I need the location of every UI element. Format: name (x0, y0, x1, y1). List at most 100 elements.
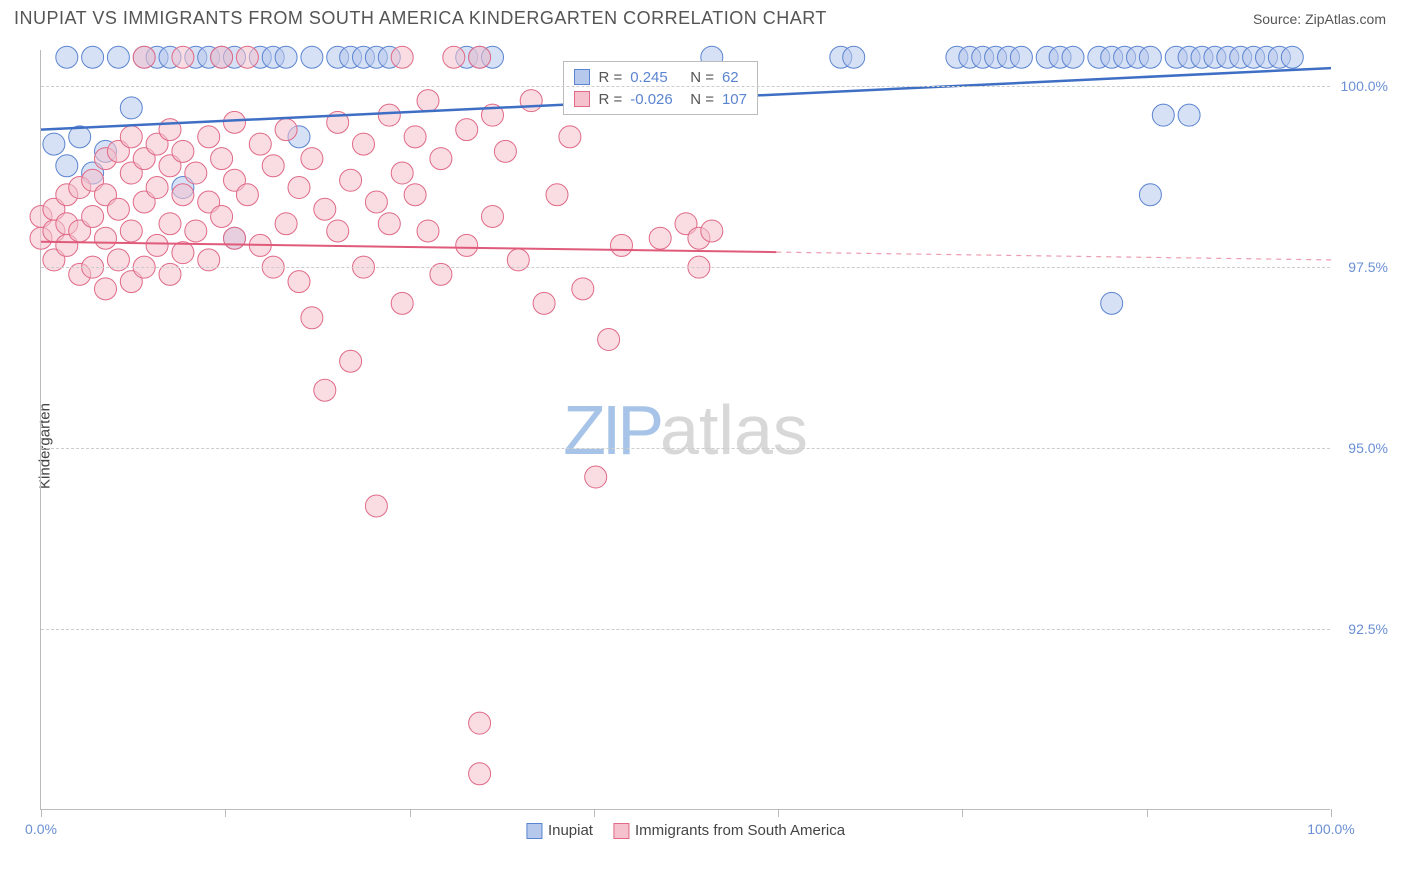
data-point-immigrants (404, 184, 426, 206)
data-point-immigrants (533, 292, 555, 314)
data-point-immigrants (430, 148, 452, 170)
data-point-immigrants (133, 46, 155, 68)
data-point-immigrants (314, 198, 336, 220)
data-point-immigrants (404, 126, 426, 148)
data-point-inupiat (120, 97, 142, 119)
data-point-immigrants (172, 184, 194, 206)
series-legend-item: Immigrants from South America (613, 822, 845, 839)
data-point-immigrants (611, 234, 633, 256)
data-point-immigrants (120, 220, 142, 242)
data-point-immigrants (391, 292, 413, 314)
data-point-immigrants (469, 763, 491, 785)
gridline-horizontal (41, 448, 1330, 449)
series-legend-label: Immigrants from South America (635, 822, 845, 839)
data-point-immigrants (365, 191, 387, 213)
y-tick-label: 92.5% (1348, 621, 1388, 637)
data-point-inupiat (107, 46, 129, 68)
data-point-immigrants (353, 133, 375, 155)
data-point-immigrants (211, 148, 233, 170)
y-tick-label: 97.5% (1348, 259, 1388, 275)
legend-n-value: 107 (722, 91, 747, 108)
data-point-immigrants (249, 133, 271, 155)
data-point-immigrants (236, 184, 258, 206)
data-point-inupiat (843, 46, 865, 68)
x-tick (1331, 809, 1332, 817)
data-point-immigrants (172, 140, 194, 162)
x-tick (225, 809, 226, 817)
data-point-immigrants (456, 234, 478, 256)
x-tick (778, 809, 779, 817)
legend-r-value: -0.026 (630, 91, 682, 108)
data-point-immigrants (559, 126, 581, 148)
gridline-horizontal (41, 629, 1330, 630)
scatter-svg (41, 50, 1330, 809)
data-point-immigrants (95, 278, 117, 300)
data-point-inupiat (1178, 104, 1200, 126)
data-point-inupiat (301, 46, 323, 68)
data-point-immigrants (275, 119, 297, 141)
data-point-inupiat (1152, 104, 1174, 126)
data-point-immigrants (494, 140, 516, 162)
x-tick-label-left: 0.0% (25, 821, 57, 837)
data-point-immigrants (417, 220, 439, 242)
data-point-immigrants (417, 90, 439, 112)
data-point-immigrants (275, 213, 297, 235)
legend-swatch (574, 69, 590, 85)
data-point-inupiat (1139, 184, 1161, 206)
legend-n-label: N = (690, 69, 714, 86)
x-tick (410, 809, 411, 817)
gridline-horizontal (41, 267, 1330, 268)
data-point-immigrants (211, 46, 233, 68)
data-point-immigrants (236, 46, 258, 68)
data-point-inupiat (43, 133, 65, 155)
correlation-legend: R =0.245N =62R =-0.026N =107 (563, 61, 758, 115)
x-tick (594, 809, 595, 817)
data-point-immigrants (456, 119, 478, 141)
data-point-immigrants (120, 126, 142, 148)
x-tick (41, 809, 42, 817)
data-point-immigrants (572, 278, 594, 300)
data-point-immigrants (391, 46, 413, 68)
legend-stat-row: R =-0.026N =107 (574, 88, 747, 110)
data-point-immigrants (469, 712, 491, 734)
data-point-immigrants (172, 242, 194, 264)
data-point-immigrants (211, 205, 233, 227)
x-tick-label-right: 100.0% (1307, 821, 1354, 837)
data-point-immigrants (327, 220, 349, 242)
legend-r-label: R = (598, 69, 622, 86)
data-point-immigrants (365, 495, 387, 517)
gridline-horizontal (41, 86, 1330, 87)
data-point-immigrants (262, 155, 284, 177)
legend-n-value: 62 (722, 69, 739, 86)
data-point-immigrants (185, 220, 207, 242)
source-attribution: Source: ZipAtlas.com (1253, 11, 1386, 27)
chart-plot-area: ZIPatlas R =0.245N =62R =-0.026N =107 In… (40, 50, 1330, 810)
legend-swatch (526, 823, 542, 839)
data-point-immigrants (391, 162, 413, 184)
data-point-immigrants (340, 169, 362, 191)
y-tick-label: 100.0% (1341, 78, 1388, 94)
legend-swatch (574, 91, 590, 107)
data-point-immigrants (482, 205, 504, 227)
data-point-inupiat (1062, 46, 1084, 68)
series-legend-item: Inupiat (526, 822, 593, 839)
data-point-immigrants (469, 46, 491, 68)
data-point-immigrants (288, 271, 310, 293)
data-point-immigrants (301, 307, 323, 329)
data-point-immigrants (378, 104, 400, 126)
data-point-immigrants (172, 46, 194, 68)
data-point-inupiat (1281, 46, 1303, 68)
data-point-immigrants (146, 234, 168, 256)
trend-line-extrapolated-immigrants (776, 252, 1331, 260)
data-point-immigrants (198, 126, 220, 148)
data-point-inupiat (275, 46, 297, 68)
x-tick (1147, 809, 1148, 817)
data-point-immigrants (701, 220, 723, 242)
data-point-immigrants (159, 213, 181, 235)
data-point-immigrants (378, 213, 400, 235)
data-point-immigrants (107, 198, 129, 220)
data-point-immigrants (585, 466, 607, 488)
data-point-immigrants (185, 162, 207, 184)
data-point-immigrants (224, 227, 246, 249)
data-point-inupiat (56, 155, 78, 177)
